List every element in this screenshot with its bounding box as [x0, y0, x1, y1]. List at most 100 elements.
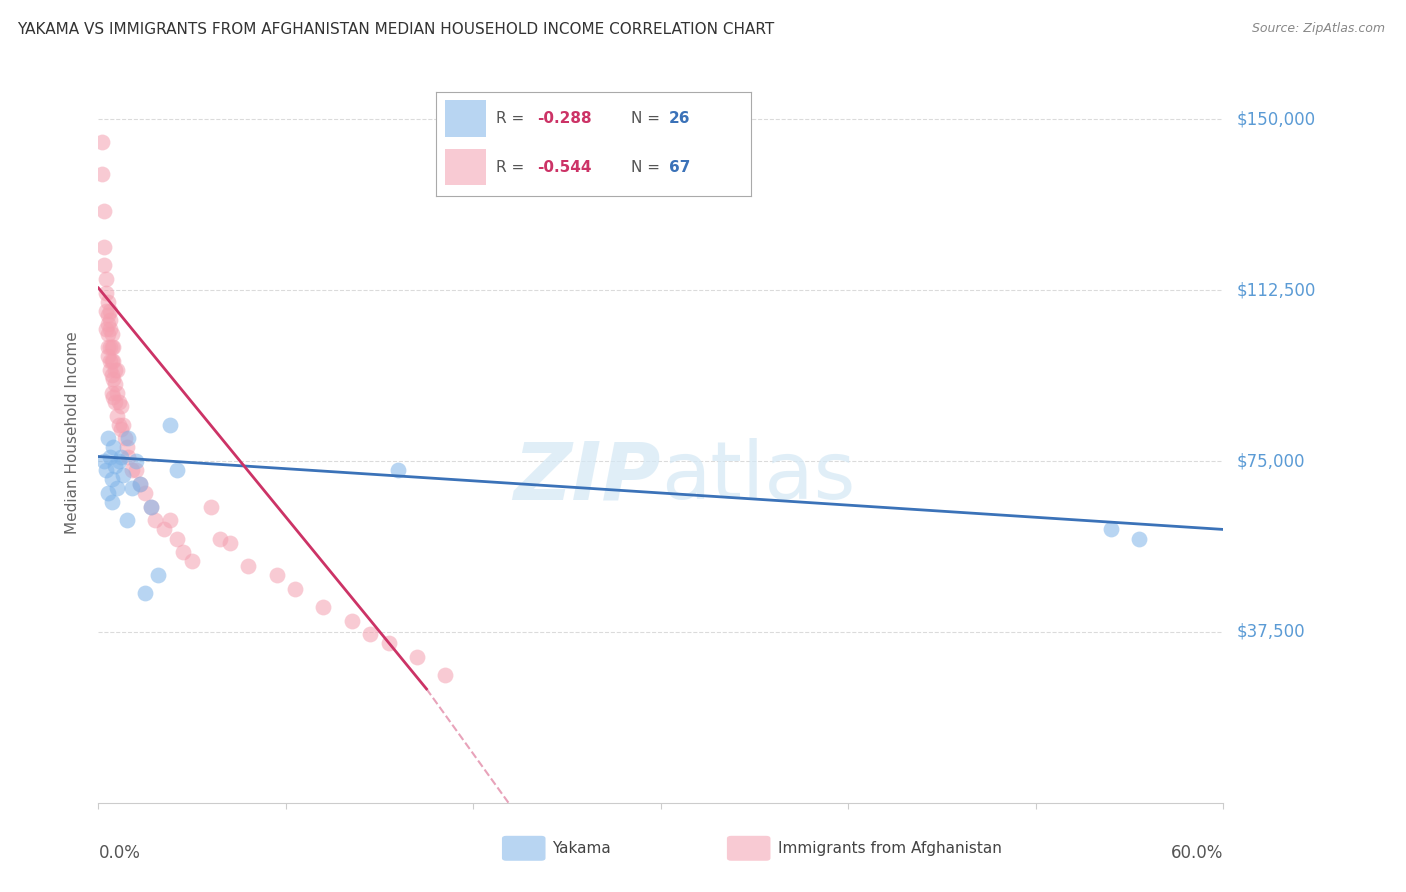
- Point: [94, 463, 117, 477]
- Point: [94, 303, 117, 318]
- Point: [98, 450, 121, 464]
- Point: [115, 513, 138, 527]
- Text: ZIP: ZIP: [513, 438, 661, 516]
- Point: [97, 349, 120, 363]
- Point: [128, 476, 150, 491]
- Point: [166, 463, 188, 477]
- Point: [93, 454, 115, 468]
- Point: [105, 482, 128, 496]
- Point: [100, 472, 122, 486]
- Text: $112,500: $112,500: [1237, 281, 1316, 299]
- Point: [181, 554, 204, 568]
- Point: [108, 454, 131, 468]
- Point: [103, 372, 125, 386]
- Point: [134, 586, 156, 600]
- Point: [1128, 532, 1150, 546]
- Text: 60.0%: 60.0%: [1171, 844, 1223, 862]
- Point: [108, 417, 131, 432]
- Point: [406, 650, 429, 665]
- Point: [121, 482, 143, 496]
- Point: [91, 167, 114, 181]
- Point: [97, 318, 120, 332]
- Point: [312, 599, 335, 614]
- Point: [93, 240, 115, 254]
- Point: [200, 500, 222, 514]
- Text: Source: ZipAtlas.com: Source: ZipAtlas.com: [1251, 22, 1385, 36]
- Point: [94, 285, 117, 300]
- Text: $150,000: $150,000: [1237, 111, 1316, 128]
- Point: [93, 203, 115, 218]
- Point: [172, 545, 194, 559]
- Text: atlas: atlas: [661, 438, 855, 516]
- Point: [104, 363, 127, 377]
- Point: [125, 463, 148, 477]
- Point: [110, 422, 132, 436]
- Point: [111, 467, 134, 482]
- Point: [100, 385, 122, 400]
- Point: [100, 368, 122, 382]
- Point: [434, 668, 457, 682]
- Point: [91, 135, 114, 149]
- Point: [97, 326, 120, 341]
- Point: [94, 272, 117, 286]
- Point: [166, 532, 188, 546]
- Point: [98, 313, 121, 327]
- Point: [100, 354, 122, 368]
- Point: [148, 568, 170, 582]
- Point: [103, 354, 125, 368]
- Point: [209, 532, 232, 546]
- Point: [98, 303, 121, 318]
- Point: [94, 322, 117, 336]
- Y-axis label: Median Household Income: Median Household Income: [65, 331, 80, 534]
- Point: [143, 513, 166, 527]
- Point: [139, 500, 162, 514]
- Point: [93, 258, 115, 272]
- Point: [108, 395, 131, 409]
- Point: [117, 450, 139, 464]
- Point: [97, 294, 120, 309]
- Point: [103, 340, 125, 354]
- Text: 0.0%: 0.0%: [98, 844, 141, 862]
- Point: [103, 441, 125, 455]
- Point: [340, 614, 363, 628]
- Text: $75,000: $75,000: [1237, 452, 1306, 470]
- Point: [139, 500, 162, 514]
- Point: [111, 417, 134, 432]
- Point: [97, 431, 120, 445]
- Point: [387, 463, 409, 477]
- Point: [110, 400, 132, 414]
- Text: YAKAMA VS IMMIGRANTS FROM AFGHANISTAN MEDIAN HOUSEHOLD INCOME CORRELATION CHART: YAKAMA VS IMMIGRANTS FROM AFGHANISTAN ME…: [17, 22, 775, 37]
- Point: [266, 568, 288, 582]
- Point: [105, 385, 128, 400]
- Point: [100, 326, 122, 341]
- Point: [98, 340, 121, 354]
- Point: [98, 363, 121, 377]
- Text: Immigrants from Afghanistan: Immigrants from Afghanistan: [778, 841, 1001, 855]
- Point: [134, 486, 156, 500]
- Point: [97, 486, 120, 500]
- Point: [115, 441, 138, 455]
- Point: [105, 363, 128, 377]
- Point: [104, 376, 127, 391]
- Point: [284, 582, 307, 596]
- Point: [104, 395, 127, 409]
- Point: [114, 431, 136, 445]
- Point: [117, 431, 139, 445]
- Point: [97, 340, 120, 354]
- Text: Yakama: Yakama: [553, 841, 612, 855]
- Point: [104, 458, 127, 473]
- Point: [153, 523, 176, 537]
- Text: $37,500: $37,500: [1237, 623, 1306, 641]
- Point: [110, 450, 132, 464]
- Point: [100, 495, 122, 509]
- Point: [359, 627, 381, 641]
- Point: [159, 417, 181, 432]
- Point: [125, 454, 148, 468]
- Point: [128, 476, 150, 491]
- Point: [98, 354, 121, 368]
- Point: [378, 636, 401, 650]
- Point: [238, 558, 260, 573]
- Point: [97, 308, 120, 322]
- Point: [159, 513, 181, 527]
- Point: [105, 409, 128, 423]
